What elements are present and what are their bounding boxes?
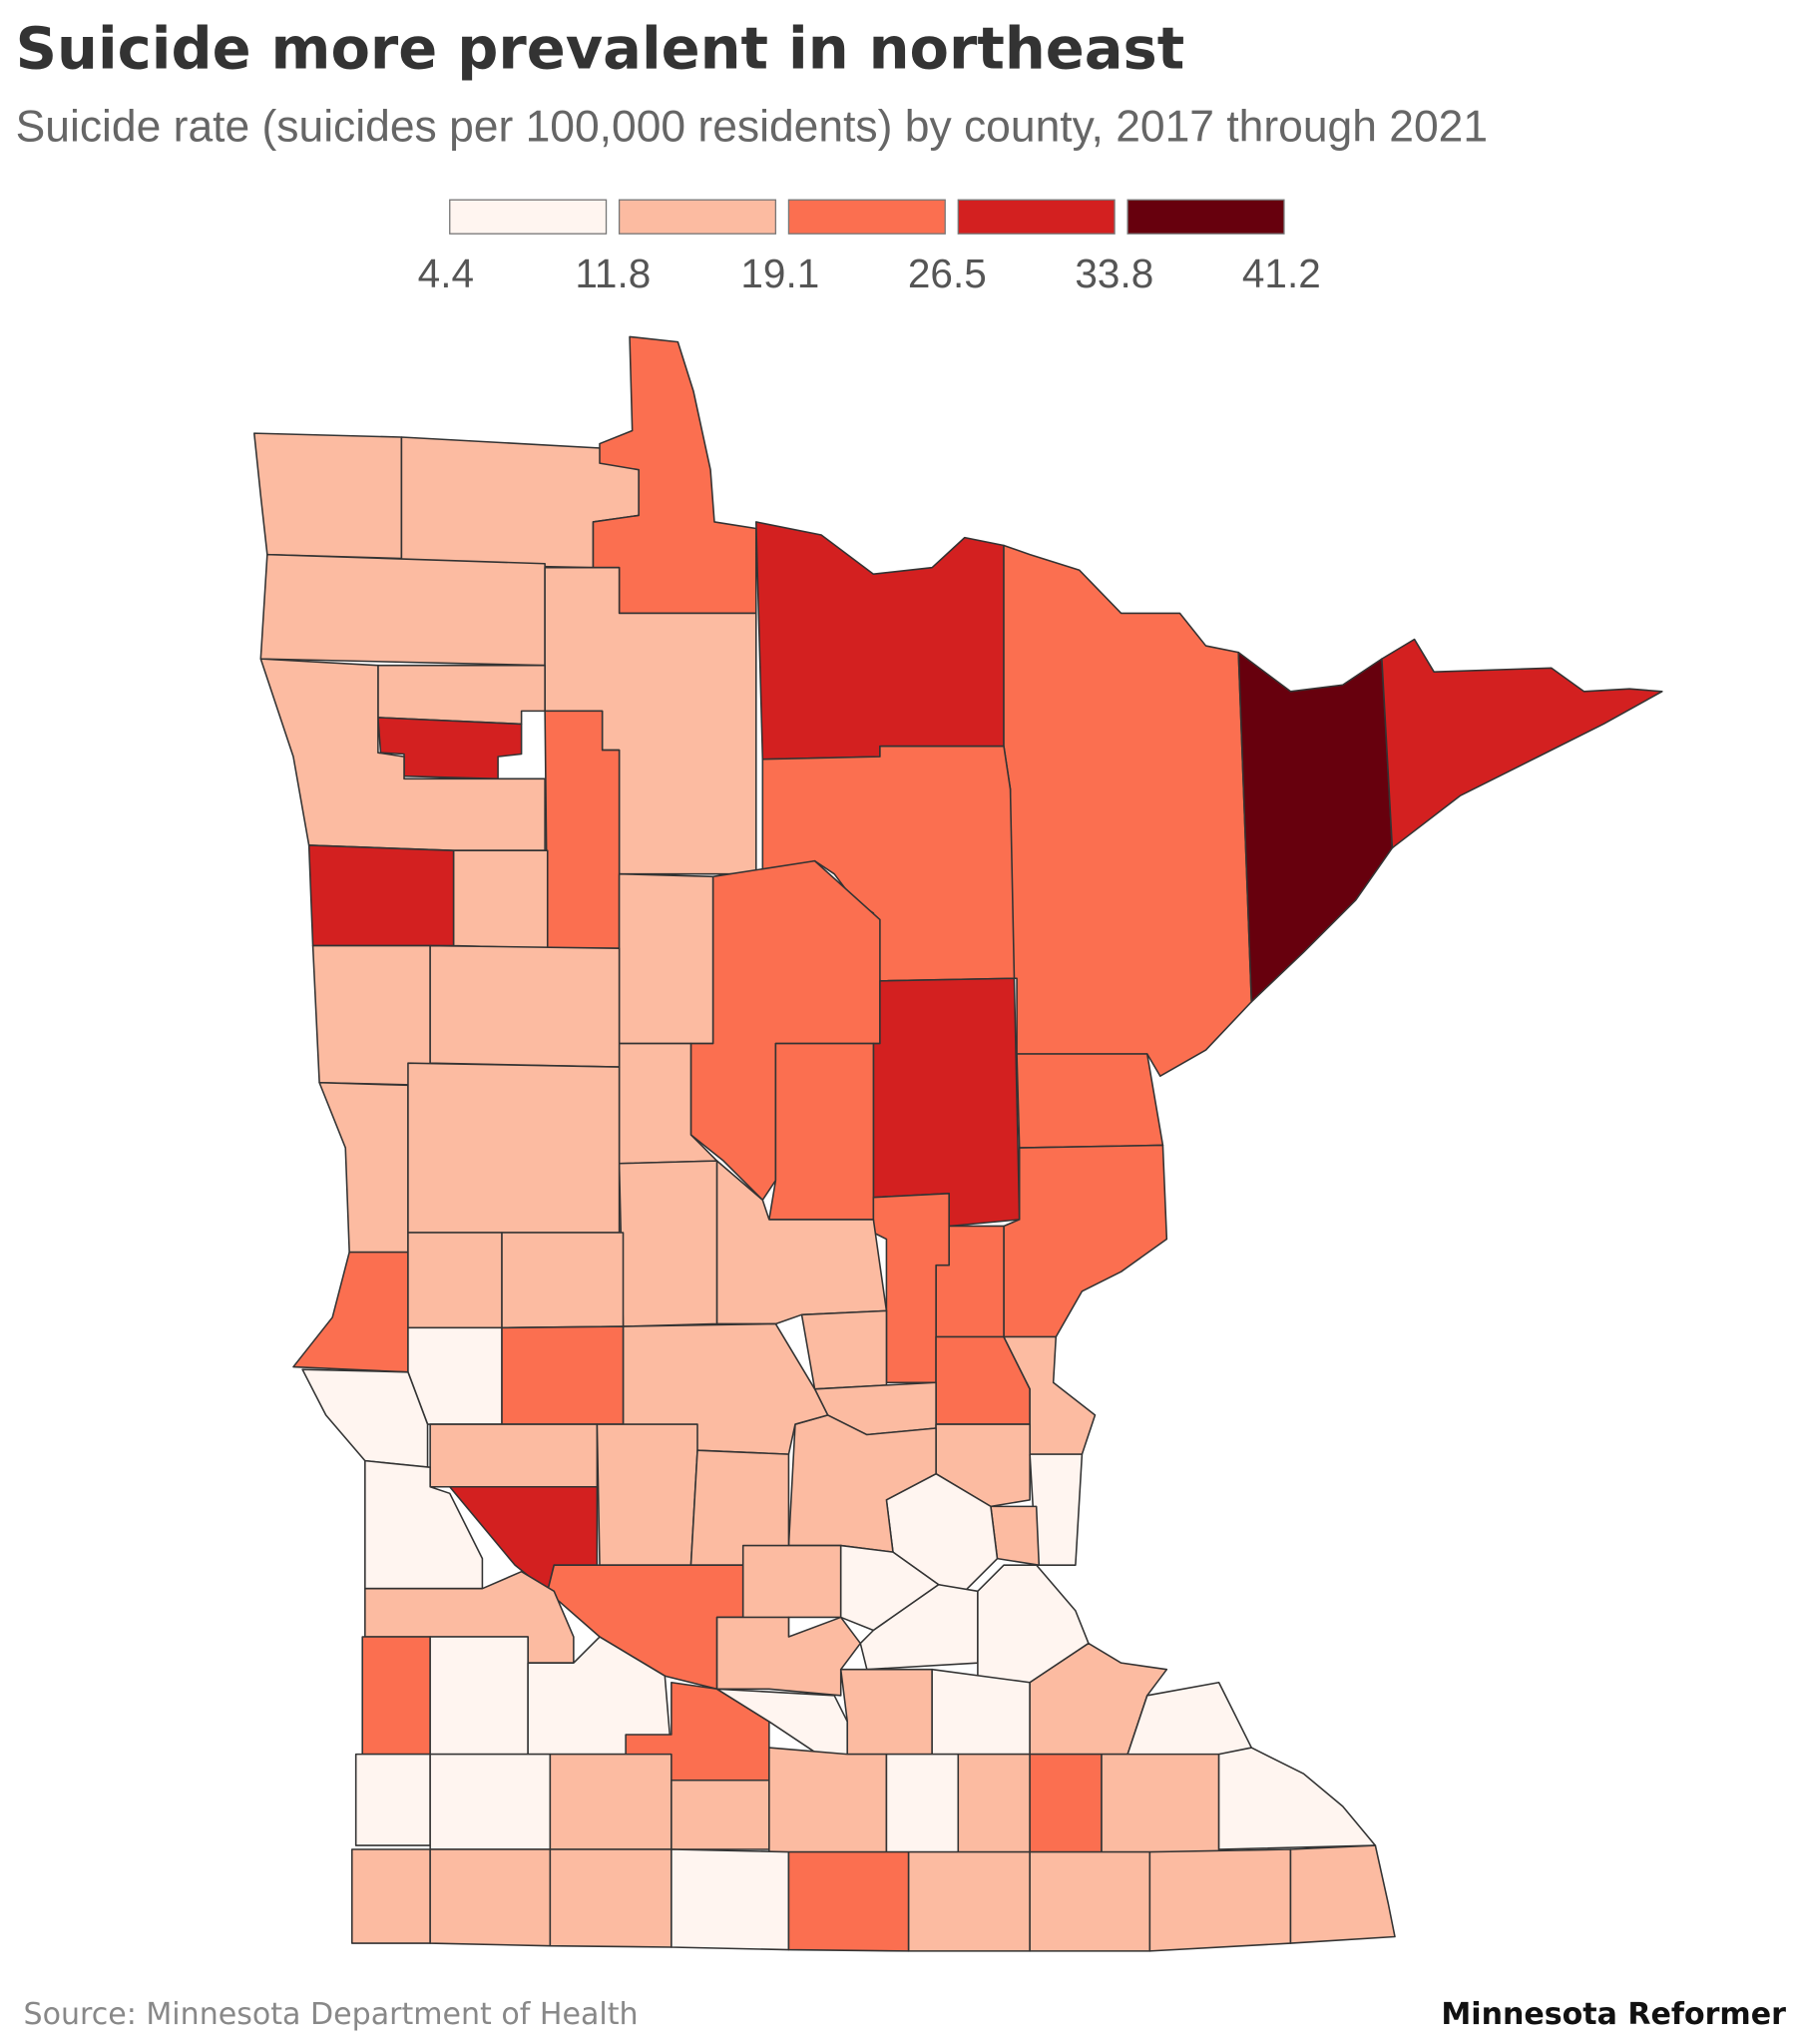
county-region	[839, 1668, 933, 1756]
legend-swatch	[1126, 199, 1285, 235]
county-region	[301, 1368, 429, 1468]
county-region	[361, 1636, 431, 1756]
legend-break-label: 19.1	[740, 251, 819, 296]
county-region	[1016, 1053, 1164, 1149]
county-region	[768, 1042, 875, 1221]
legend-swatch	[449, 199, 608, 235]
county-region	[1003, 1335, 1097, 1455]
county-region	[318, 1081, 409, 1254]
chart-title: Suicide more prevalent in northeast	[16, 15, 1185, 82]
county-region	[350, 1848, 431, 1944]
county-region	[501, 1232, 625, 1329]
county-region	[1217, 1747, 1377, 1850]
county-region	[501, 1325, 625, 1425]
county-region	[549, 1848, 673, 1948]
county-region	[1003, 544, 1253, 1078]
county-region	[1003, 1144, 1168, 1338]
county-region	[671, 1779, 770, 1850]
county-region	[885, 1753, 960, 1853]
county-region	[1029, 1753, 1103, 1853]
county-region	[259, 553, 546, 667]
legend-break-label: 26.5	[908, 251, 987, 296]
county-region	[292, 1251, 409, 1373]
county-region	[259, 658, 546, 851]
legend-break-label: 11.8	[575, 251, 651, 296]
county-region	[429, 1753, 552, 1850]
county-region	[618, 1160, 718, 1327]
county-region	[429, 1848, 552, 1947]
county-region	[689, 859, 881, 1202]
county-region	[407, 1232, 503, 1329]
legend-break-label: 33.8	[1075, 251, 1153, 296]
county-region	[549, 1753, 673, 1850]
minnesota-county-map	[252, 335, 1663, 1952]
county-region	[1237, 651, 1394, 1003]
county-region	[377, 664, 546, 726]
county-region	[671, 1848, 790, 1951]
county-region	[907, 1850, 1031, 1952]
county-region	[1148, 1848, 1292, 1952]
legend-break-label: 4.4	[418, 251, 474, 296]
county-region	[429, 1423, 599, 1488]
publisher-logo: Minnesota Reformer	[1441, 1997, 1786, 2032]
county-region	[596, 1423, 698, 1566]
county-region	[990, 1505, 1041, 1566]
county-region	[715, 1616, 862, 1697]
county-region	[354, 1753, 431, 1846]
county-region	[957, 1753, 1031, 1853]
county-region	[754, 521, 1005, 761]
county-region	[787, 1850, 910, 1952]
legend-swatch	[618, 199, 777, 235]
county-region	[1029, 1850, 1151, 1952]
legend-swatch	[957, 199, 1116, 235]
county-region	[452, 849, 549, 949]
legend-break-label: 41.2	[1242, 251, 1321, 296]
county-region	[1101, 1753, 1220, 1853]
county-region	[618, 872, 714, 1045]
county-region	[872, 977, 1021, 1228]
county-region	[931, 1668, 1031, 1756]
county-region	[429, 1636, 529, 1756]
county-region	[1289, 1844, 1396, 1944]
legend-swatch	[787, 199, 946, 235]
county-region	[429, 944, 621, 1068]
county-region	[252, 432, 403, 560]
chart-subtitle: Suicide rate (suicides per 100,000 resid…	[16, 102, 1488, 151]
county-region	[800, 1309, 888, 1390]
source-note: Source: Minnesota Department of Health	[24, 1997, 639, 2032]
county-region	[307, 844, 455, 947]
county-region	[1381, 638, 1663, 849]
legend: 4.4 11.8 19.1 26.5 33.8 41.2	[418, 199, 1321, 296]
county-region	[768, 1747, 888, 1853]
county-region	[407, 1062, 621, 1234]
